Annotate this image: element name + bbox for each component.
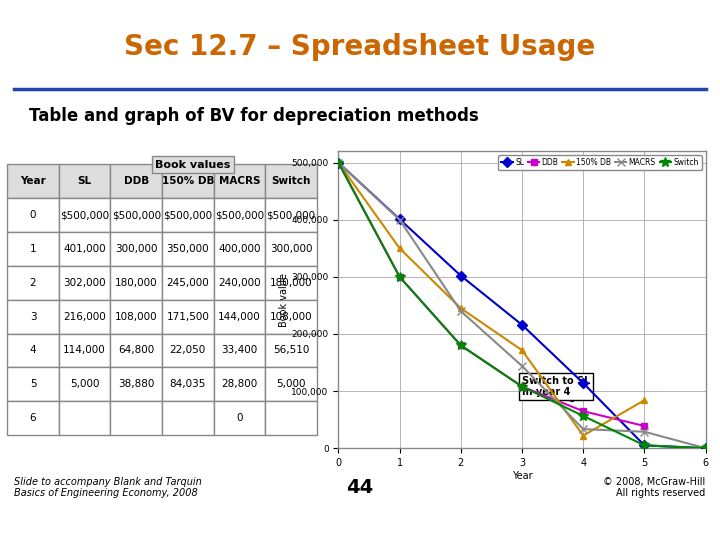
MACRS [640,429,649,435]
Switch [518,383,526,390]
Text: Sec 12.7 – Spreadsheet Usage: Sec 12.7 – Spreadsheet Usage [125,32,595,60]
SL [518,322,526,328]
Switch [579,413,588,419]
MACRS [518,363,526,369]
Line: Switch: Switch [333,158,711,453]
SL [701,445,710,451]
SL [395,216,404,222]
Switch [334,159,343,166]
SL [579,380,588,386]
Legend: SL, DDB, 150% DB, MACRS, Switch: SL, DDB, 150% DB, MACRS, Switch [498,155,702,170]
150% DB [640,397,649,403]
Line: DDB: DDB [335,159,648,429]
DDB [456,342,465,349]
Line: SL: SL [335,159,709,451]
150% DB [518,347,526,354]
MACRS [456,308,465,314]
MACRS [701,445,710,451]
MACRS [334,159,343,166]
Text: Book values: Book values [156,159,230,170]
SL [456,273,465,279]
DDB [518,383,526,390]
Text: 44: 44 [346,478,374,497]
Switch [395,274,404,280]
150% DB [334,159,343,166]
MACRS [579,426,588,433]
Text: Table and graph of BV for depreciation methods: Table and graph of BV for depreciation m… [29,107,479,125]
MACRS [395,217,404,223]
DDB [640,423,649,429]
Switch [640,442,649,449]
Switch [456,342,465,349]
150% DB [395,245,404,252]
Line: MACRS: MACRS [334,158,710,453]
150% DB [456,305,465,312]
Text: Slide to accompany Blank and Tarquin
Basics of Engineering Economy, 2008: Slide to accompany Blank and Tarquin Bas… [14,476,202,498]
SL [640,442,649,449]
DDB [395,274,404,280]
DDB [334,159,343,166]
Y-axis label: Book value: Book value [279,273,289,327]
Switch [701,445,710,451]
DDB [579,408,588,414]
150% DB [579,433,588,439]
Text: © 2008, McGraw-Hill
All rights reserved: © 2008, McGraw-Hill All rights reserved [603,476,706,498]
SL [334,159,343,166]
Text: Switch to SL
In year 4: Switch to SL In year 4 [522,376,590,401]
X-axis label: Year: Year [512,471,532,481]
Line: 150% DB: 150% DB [335,159,648,439]
